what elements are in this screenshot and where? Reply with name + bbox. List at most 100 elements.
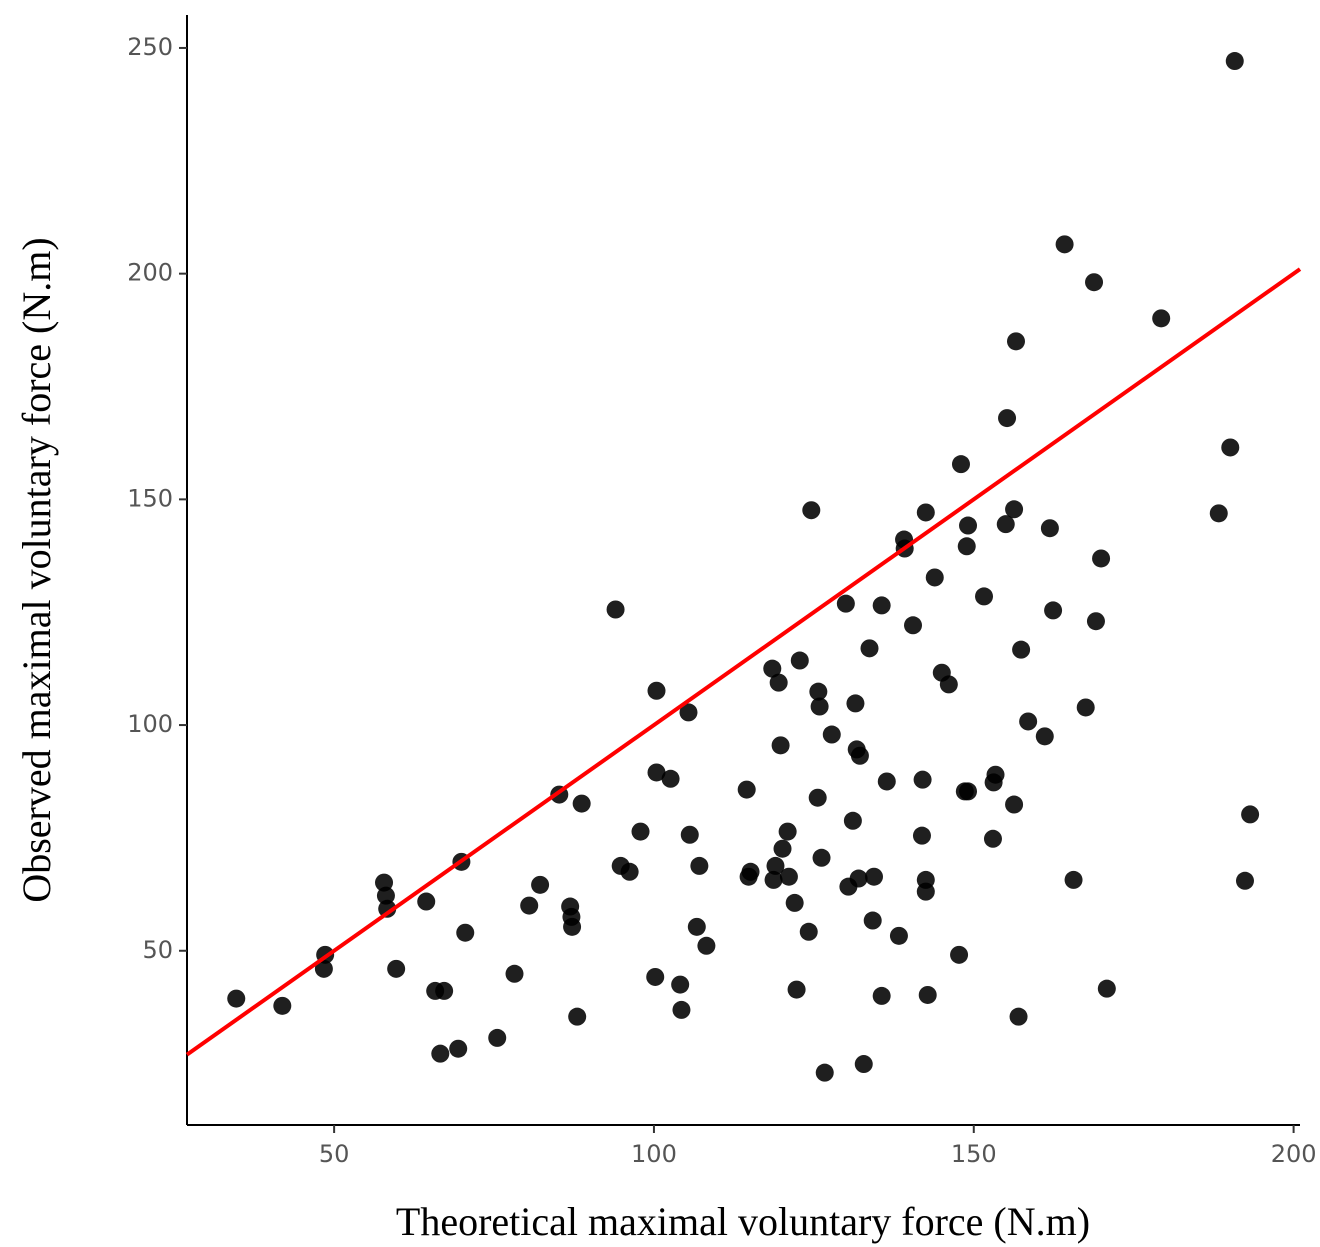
point (836, 594, 855, 613)
point (849, 869, 868, 888)
point (435, 981, 454, 1000)
point (1019, 712, 1038, 731)
point (771, 736, 790, 755)
x-tick-label: 150 (951, 1140, 997, 1168)
y-tick-label: 200 (127, 259, 173, 287)
point (916, 882, 935, 901)
point (1005, 500, 1024, 519)
point (680, 825, 699, 844)
point (697, 936, 716, 955)
point (227, 989, 246, 1008)
point (996, 515, 1015, 534)
point (456, 923, 475, 942)
point (959, 516, 978, 535)
point (925, 568, 944, 587)
point (1235, 871, 1254, 890)
point (769, 673, 788, 692)
point (950, 945, 969, 964)
point (672, 1000, 691, 1019)
point (314, 959, 333, 978)
y-tick-label: 150 (127, 484, 173, 512)
point (877, 772, 896, 791)
point (984, 773, 1003, 792)
point (606, 600, 625, 619)
point (854, 1055, 873, 1074)
point (1035, 727, 1054, 746)
point (763, 659, 782, 678)
point (647, 763, 666, 782)
point (787, 980, 806, 999)
point (387, 959, 406, 978)
point (1097, 979, 1116, 998)
point (1012, 640, 1031, 659)
point (741, 862, 760, 881)
point (1225, 52, 1244, 71)
point (737, 780, 756, 799)
point (646, 967, 665, 986)
fit-line (185, 267, 1302, 1057)
point (273, 996, 292, 1015)
point (959, 782, 978, 801)
point (378, 899, 397, 918)
point (766, 856, 785, 875)
point (764, 870, 783, 889)
point (531, 875, 550, 894)
point (957, 537, 976, 556)
point (563, 917, 582, 936)
point (376, 886, 395, 905)
point (1044, 601, 1063, 620)
point (951, 455, 970, 474)
point (808, 788, 827, 807)
point (918, 985, 937, 1004)
point (1092, 549, 1111, 568)
point (647, 681, 666, 700)
point (812, 848, 831, 867)
point (687, 917, 706, 936)
point (661, 769, 680, 788)
point (572, 794, 591, 813)
x-axis-label: Theoretical maximal voluntary force (N.m… (396, 1199, 1090, 1244)
point (1006, 332, 1025, 351)
point (568, 1007, 587, 1026)
x-tick-label: 200 (1271, 1140, 1317, 1168)
point (916, 503, 935, 522)
point (864, 867, 883, 886)
point (679, 703, 698, 722)
point (850, 746, 869, 765)
y-tick-label: 100 (127, 710, 173, 738)
point (1152, 309, 1171, 328)
x-tick-label: 100 (631, 1140, 677, 1168)
point (779, 867, 798, 886)
point (620, 862, 639, 881)
point (1076, 698, 1095, 717)
point (690, 856, 709, 875)
point (1221, 438, 1240, 457)
point (810, 697, 829, 716)
point (809, 682, 828, 701)
point (449, 1039, 468, 1058)
point (872, 986, 891, 1005)
point (488, 1028, 507, 1047)
point (1086, 612, 1105, 631)
y-tick-label: 50 (142, 936, 173, 964)
point (860, 639, 879, 658)
point (1085, 273, 1104, 292)
point (773, 839, 792, 858)
point (975, 587, 994, 606)
point (889, 926, 908, 945)
point (802, 501, 821, 520)
point (843, 811, 862, 830)
y-tick-label: 250 (127, 33, 173, 61)
point (983, 829, 1002, 848)
point (822, 725, 841, 744)
point (1040, 519, 1059, 538)
point (799, 922, 818, 941)
point (1005, 795, 1024, 814)
point (863, 911, 882, 930)
point (1241, 805, 1260, 824)
point (998, 409, 1017, 428)
point (1009, 1007, 1028, 1026)
point (631, 822, 650, 841)
point (431, 1044, 450, 1063)
